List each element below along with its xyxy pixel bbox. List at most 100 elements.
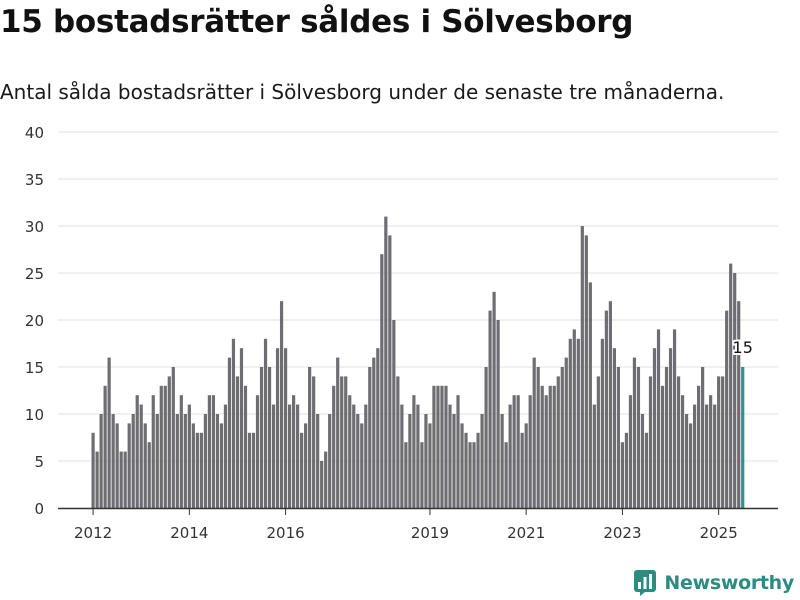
bar [231,338,236,508]
bar [340,376,344,508]
bar [380,254,384,508]
bar [616,367,621,508]
bar [496,320,500,508]
bar [151,395,155,508]
bar [701,367,705,508]
bar [215,414,220,508]
bar [717,376,721,508]
x-tick-label: 2025 [700,524,738,542]
bar [219,423,224,508]
bar [512,395,516,508]
bar [360,423,364,508]
y-tick-label: 25 [25,265,44,283]
bar [500,414,504,508]
x-tick-label: 2021 [507,524,545,542]
bar [668,348,673,508]
bar [143,423,147,508]
data-label: 15 [733,338,753,357]
bar [460,423,464,508]
bar [243,385,248,508]
bar [725,310,729,508]
bar [664,367,669,508]
bar [572,329,576,508]
bar [203,414,207,508]
bar [400,404,404,508]
bar [263,338,268,508]
bar [644,432,649,508]
bar [287,404,292,508]
bar [259,367,264,508]
bar [680,395,685,508]
bar [628,395,633,508]
bar [560,367,564,508]
bar [596,376,600,508]
page-subtitle: Antal sålda bostadsrätter i Sölvesborg u… [0,80,725,104]
page-title: 15 bostadsrätter såldes i Sölvesborg [0,4,634,40]
bar [640,414,645,508]
y-tick-label: 0 [34,500,44,518]
bar [713,404,717,508]
bar [239,348,244,508]
bar [600,338,604,508]
bar [332,385,336,508]
bar [275,348,280,508]
bar [464,432,468,508]
bar [352,404,356,508]
bar [608,301,612,508]
bar [697,385,701,508]
x-tick-label: 2023 [603,524,641,542]
bar [348,395,352,508]
bar [91,432,95,508]
bar [255,395,260,508]
bar [123,451,127,508]
bar [709,395,713,508]
x-tick-label: 2016 [266,524,304,542]
bar [684,414,689,508]
bar [223,404,228,508]
bar [580,226,584,508]
bar [344,376,348,508]
bar [320,461,324,508]
y-tick-label: 5 [34,453,44,471]
bar [536,367,540,508]
bar [472,442,476,508]
bar [279,301,284,508]
bar [304,423,308,508]
bar [544,395,548,508]
bar [648,376,653,508]
bar [163,385,167,508]
bar [324,451,328,508]
bar [251,432,256,508]
bar [552,385,556,508]
bar [705,404,709,508]
bar [440,385,444,508]
bar [652,348,657,508]
x-tick-label: 2014 [170,524,208,542]
bar [267,367,272,508]
bar [372,357,376,508]
bar [368,367,372,508]
bar [632,357,637,508]
bar [576,338,580,508]
bar [456,395,460,508]
bar [187,404,191,508]
bar [107,357,111,508]
bar [179,395,183,508]
bar [396,376,400,508]
y-tick-label: 30 [25,218,44,236]
bar [316,414,320,508]
bar [636,367,641,508]
bar [135,395,139,508]
brand-footer: Newsworthy [634,568,794,598]
bar [468,442,472,508]
bar [492,291,496,508]
bar [292,395,296,508]
bar [604,310,608,508]
bar [612,348,616,508]
bar [312,376,316,508]
bar [656,329,661,508]
bar [524,423,528,508]
bar [175,414,179,508]
bar [452,414,456,508]
